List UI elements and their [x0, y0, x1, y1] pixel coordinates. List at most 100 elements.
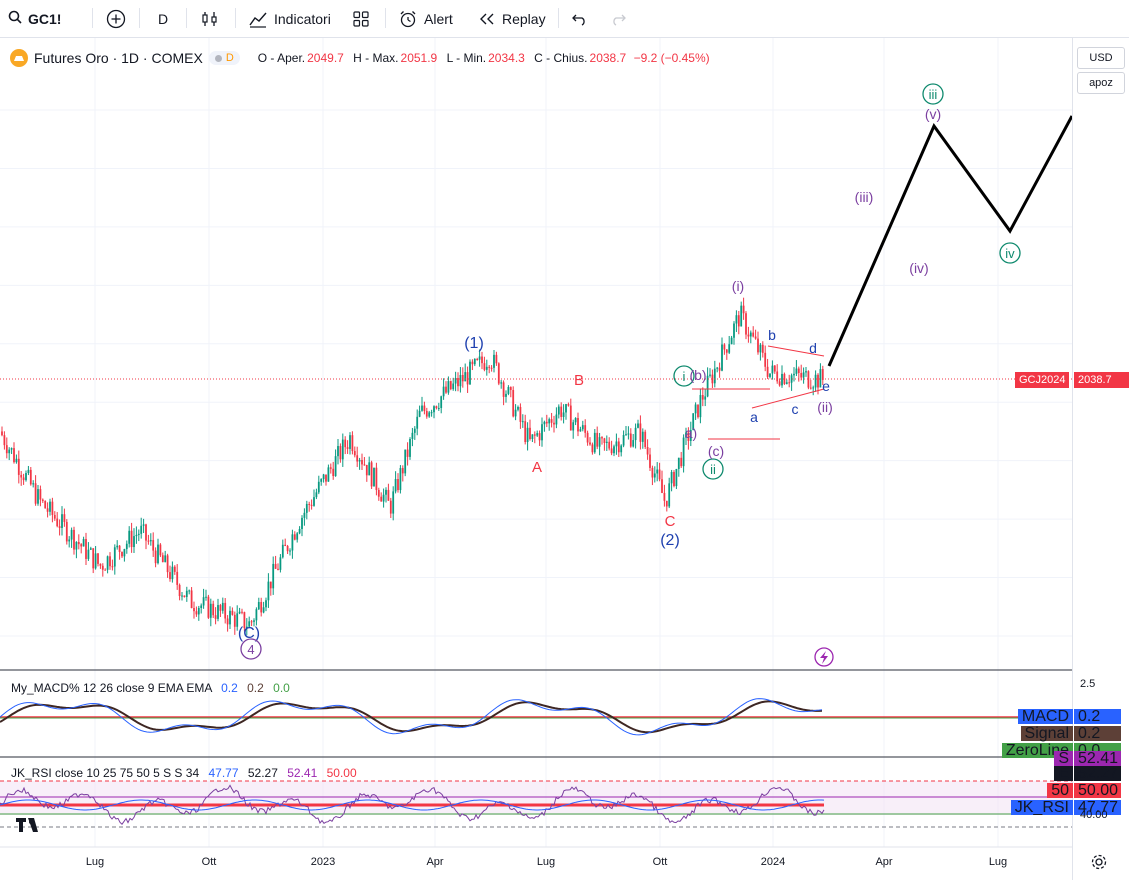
candle-body	[236, 613, 239, 627]
candle-body	[586, 432, 589, 443]
candle-body	[737, 315, 740, 327]
candle-body	[401, 468, 404, 474]
candle-body	[502, 382, 505, 397]
candle-body	[466, 372, 469, 385]
candle-body	[181, 595, 183, 597]
candle-body	[565, 404, 567, 413]
candle-body	[752, 332, 755, 337]
candle-body	[233, 614, 236, 627]
candle-body	[99, 563, 102, 566]
candle-body	[637, 423, 639, 428]
candle-body	[51, 501, 54, 515]
rsi-tag-name-2: 50	[1047, 783, 1073, 799]
add-symbol-button[interactable]	[106, 0, 126, 37]
candle-body	[740, 305, 743, 327]
candle-body	[526, 427, 529, 443]
macd-legend[interactable]: My_MACD% 12 26 close 9 EMA EMA 0.2 0.2 0…	[11, 681, 290, 695]
candle-body	[286, 546, 289, 552]
candle-body	[485, 366, 488, 370]
tv-logo	[16, 818, 38, 832]
rsi-ema-line	[0, 799, 825, 811]
candle-body	[413, 428, 416, 433]
candle-body	[260, 602, 263, 613]
candle-body	[385, 489, 387, 495]
candle-body	[449, 381, 452, 390]
open-value: 2049.7	[307, 51, 344, 65]
scale-mode-button[interactable]: apoz	[1077, 72, 1125, 94]
rsi-legend[interactable]: JK_RSI close 10 25 75 50 5 S S 34 47.77 …	[11, 766, 357, 780]
candle-body	[783, 373, 786, 384]
settings-button[interactable]	[1090, 853, 1108, 876]
candle-body	[658, 469, 661, 480]
candle-body	[291, 534, 294, 551]
candle-body	[821, 369, 824, 380]
candle-body	[1, 431, 3, 436]
alert-button[interactable]: Alert	[398, 0, 453, 37]
undo-button[interactable]	[571, 0, 589, 37]
candle-body	[759, 344, 762, 353]
candle-body	[533, 434, 536, 436]
time-tick-5: Ott	[653, 856, 668, 868]
symbol-label: GC1!	[28, 10, 62, 27]
candle-body	[353, 451, 356, 456]
candle-body	[349, 435, 351, 449]
candle-body	[339, 446, 342, 460]
layout-button[interactable]	[352, 0, 370, 37]
candle-body	[781, 373, 783, 386]
candle-body	[397, 479, 399, 491]
candle-body	[409, 438, 411, 457]
candle-body	[41, 499, 44, 502]
rsi-legend-v2: 52.27	[247, 766, 278, 780]
candle-body	[490, 367, 493, 369]
candle-body	[39, 489, 42, 500]
candle-body	[437, 408, 440, 410]
candle-body	[512, 390, 515, 417]
wave-label-i-circ: i	[683, 369, 686, 384]
candle-body	[757, 338, 759, 353]
replay-button[interactable]: Replay	[478, 0, 546, 37]
candle-body	[651, 467, 654, 478]
candle-body	[65, 521, 68, 542]
candle-body	[579, 429, 582, 432]
badge-letter: D	[225, 52, 234, 64]
wave-label-2: (2)	[660, 532, 680, 549]
candle-body	[464, 372, 467, 382]
candle-body	[262, 607, 265, 613]
redo-button[interactable]	[609, 0, 627, 37]
candle-body	[193, 608, 195, 612]
lightning-icon[interactable]	[814, 647, 834, 667]
candle-body	[49, 501, 51, 512]
candle-body	[605, 441, 608, 443]
candle-body	[183, 595, 186, 598]
candle-body	[442, 386, 445, 397]
candle-body	[289, 550, 291, 552]
currency-button[interactable]: USD	[1077, 47, 1125, 69]
interval-button[interactable]: D	[158, 0, 168, 37]
candle-body	[685, 432, 687, 438]
high-value: 2051.9	[400, 51, 438, 65]
close-label: C - Chius.	[534, 51, 588, 65]
rsi-tag-name-1: E	[1054, 766, 1073, 782]
candle-body	[735, 315, 738, 324]
lightning-bolt	[820, 651, 828, 664]
rsi-band	[0, 781, 1072, 815]
time-tick-8: Lug	[989, 856, 1007, 868]
candle-body	[646, 446, 649, 455]
indicators-button[interactable]: Indicatori	[248, 0, 331, 37]
candle-body	[325, 474, 327, 482]
candle-body	[277, 568, 279, 570]
candle-body	[274, 563, 277, 569]
candle-body	[473, 358, 476, 365]
candle-body	[802, 372, 805, 378]
chart-type-button[interactable]	[200, 0, 220, 37]
candle-body	[231, 610, 234, 615]
candle-body	[202, 597, 205, 606]
rsi-tag-value-1: 52.27	[1074, 766, 1121, 782]
legend-title[interactable]: Futures Oro · 1D · COMEX	[34, 50, 203, 66]
candle-body	[20, 474, 23, 478]
candle-body	[257, 602, 260, 610]
candle-body	[656, 469, 659, 474]
alert-label: Alert	[424, 10, 453, 27]
symbol-search[interactable]: GC1!	[8, 0, 61, 37]
